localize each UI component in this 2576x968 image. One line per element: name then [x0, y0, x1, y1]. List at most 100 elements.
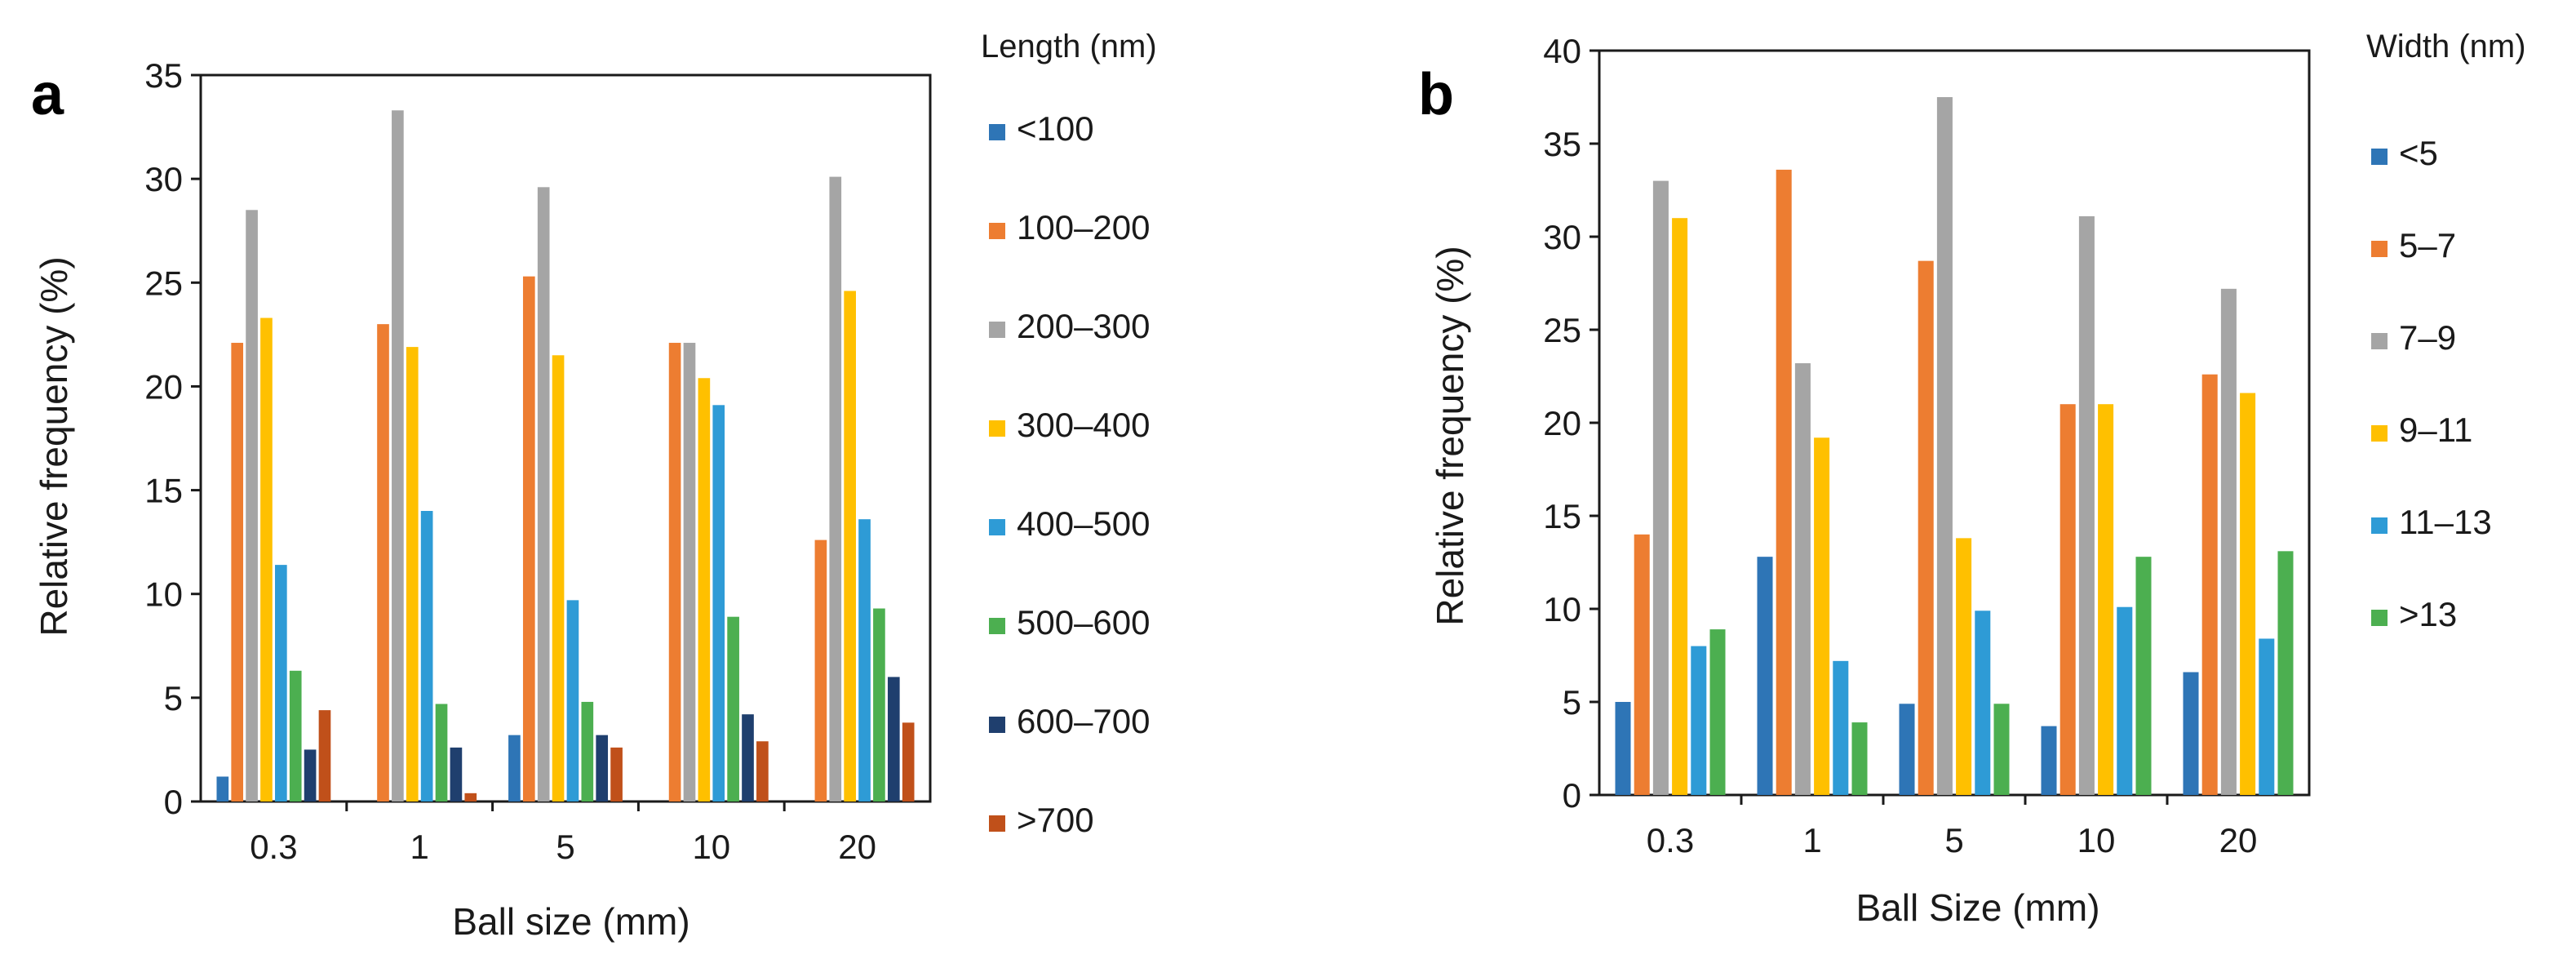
panel-a-y-tick-label: 35 — [144, 56, 183, 95]
panel-a-x-tick-label: 1 — [410, 828, 429, 866]
panel-a-bar — [260, 317, 273, 801]
panel-a-x-tick-label: 20 — [838, 828, 876, 866]
panel-b-y-tick-label: 5 — [1563, 683, 1581, 722]
panel-b-bar — [2259, 638, 2275, 795]
panel-a-legend-label: 600–700 — [1017, 702, 1151, 740]
panel-b-legend-label: >13 — [2399, 595, 2457, 633]
panel-a-letter: a — [31, 62, 64, 127]
panel-b-bar — [2098, 404, 2114, 795]
panel-a-bar — [712, 405, 725, 801]
panel-b-x-axis-label: Ball Size (mm) — [1856, 886, 2099, 929]
panel-b-bar — [1899, 704, 1915, 795]
panel-b-legend-label: 5–7 — [2399, 226, 2456, 264]
panel-a-bar — [231, 343, 244, 801]
panel-b-bar — [1634, 534, 1650, 795]
panel-a-plot-frame — [199, 73, 932, 803]
panel-b-bar — [2240, 393, 2256, 795]
panel-b-bar — [2201, 374, 2218, 796]
panel-a-legend-swatch — [989, 519, 1005, 535]
panel-b-bar — [1956, 538, 1972, 795]
panel-a-y-tick-label: 30 — [144, 160, 183, 198]
panel-b-letter: b — [1418, 62, 1454, 127]
panel-a-bar — [450, 747, 463, 801]
panel-b-y-tick-label: 20 — [1543, 404, 1581, 442]
panel-a-legend: Length (nm) <100 100–200 200–300 300–400 400… — [981, 29, 1157, 839]
panel-a-legend-label: 500–600 — [1017, 603, 1151, 642]
panel-b-y-tick-label: 10 — [1543, 590, 1581, 628]
panel-a-bar — [522, 276, 535, 802]
panel-b-bar — [1851, 722, 1868, 795]
panel-b-legend: Width (nm) <5 5–7 7–9 9–11 11–13 >13 — [2366, 29, 2526, 633]
panel-a-bar — [318, 710, 331, 801]
panel-b-y-tick-label: 15 — [1543, 497, 1581, 535]
panel-a-bar — [668, 343, 681, 801]
panel-b-bar — [1833, 660, 1849, 795]
panel-a-bar — [887, 677, 900, 801]
panel-a-y-tick-label: 25 — [144, 264, 183, 302]
panel-a-bar — [683, 343, 696, 801]
panel-b-y-axis-label: Relative frequency (%) — [1429, 246, 1471, 625]
panel-a-legend-swatch — [989, 618, 1005, 634]
panel-b-x-tick-label: 1 — [1802, 821, 1821, 859]
panel-b-legend-swatch — [2371, 425, 2388, 442]
panel-a-legend-swatch — [989, 223, 1005, 239]
panel-b-legend-swatch — [2371, 517, 2388, 534]
panel-b-legend-label: 11–13 — [2399, 503, 2492, 541]
panel-a-bar — [844, 291, 856, 801]
panel-b-bar — [1975, 611, 1991, 795]
panel-a-bar — [552, 355, 565, 801]
panel-a-bar — [508, 735, 521, 801]
panel-a-bar — [742, 714, 754, 801]
panel-b-x-tick-label: 10 — [2077, 821, 2116, 859]
panel-b-legend-swatch — [2371, 610, 2388, 626]
panel-a-x-axis-label: Ball size (mm) — [452, 900, 689, 943]
panel-b-y-tick-label: 30 — [1543, 218, 1581, 256]
panel-a-bar — [610, 747, 623, 801]
panel-a-y-tick-label: 15 — [144, 472, 183, 510]
panel-a-bar — [829, 176, 842, 802]
panel-a-y-tick-label: 0 — [164, 783, 183, 821]
panel-a-bar — [275, 565, 287, 801]
panel-a-bar — [420, 511, 433, 801]
panel-b-x-tick-label: 0.3 — [1647, 821, 1694, 859]
panel-a-legend-swatch — [989, 124, 1005, 140]
panel-a-bar — [873, 608, 885, 801]
panel-b-y-tick-label: 40 — [1543, 32, 1581, 70]
panel-a-bar — [289, 670, 302, 801]
panel-b-bar — [1794, 363, 1811, 795]
panel-b-bar — [1993, 704, 2010, 795]
panel-b-x-tick-label: 20 — [2219, 821, 2258, 859]
panel-b-bar — [2041, 726, 2057, 795]
panel-b-bar — [1936, 97, 1953, 795]
panel-b-legend-swatch — [2371, 149, 2388, 165]
panel-b-bar — [1814, 437, 1830, 795]
panel-a-legend-label: 100–200 — [1017, 208, 1151, 246]
panel-b-bar — [2135, 557, 2152, 795]
panel-b-bar — [1709, 629, 1726, 795]
panel-b-legend-label: 9–11 — [2399, 411, 2472, 449]
panel-b-y-tick-label: 35 — [1543, 125, 1581, 163]
panel-b-y-tick-label: 0 — [1563, 776, 1581, 815]
panel-a-bar — [698, 378, 711, 801]
panel-a-bar — [216, 776, 229, 801]
panel-a-bar — [581, 701, 594, 801]
panel-a-bar — [246, 210, 258, 801]
panel-b-legend-swatch — [2371, 333, 2388, 349]
panel-a-bar — [377, 324, 389, 802]
panel-b-bar — [1691, 646, 1707, 795]
panel-a-legend-swatch — [989, 815, 1005, 832]
panel-b-bar — [1918, 260, 1934, 795]
panel-a-bar — [304, 749, 317, 801]
panel-a-bar — [596, 735, 609, 801]
panel-a-bar — [392, 110, 404, 801]
panel-a-bar — [756, 741, 769, 801]
panel-a-legend-label: 200–300 — [1017, 307, 1151, 345]
panel-a-bar — [406, 347, 419, 802]
panel-b-bar — [1652, 180, 1669, 796]
panel-a-bar — [858, 519, 871, 801]
panel-b-bar — [2078, 215, 2095, 795]
panel-a-legend-title: Length (nm) — [981, 29, 1157, 64]
